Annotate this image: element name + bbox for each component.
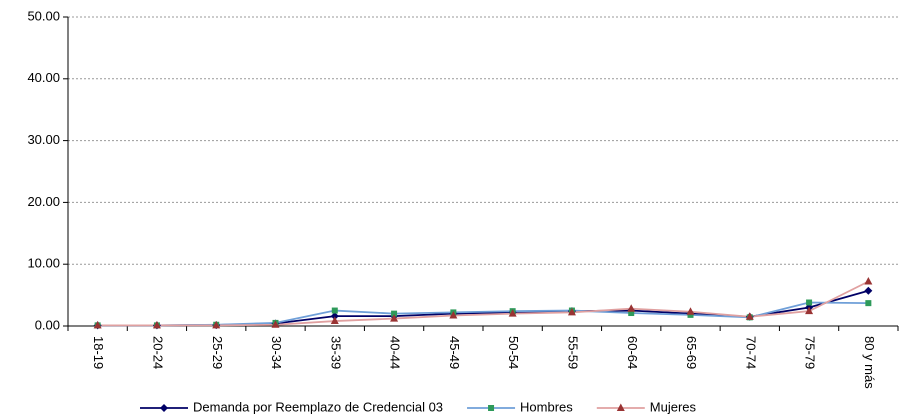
y-tick-label: 10.00 bbox=[27, 256, 60, 271]
x-tick-label: 80 y más bbox=[862, 336, 877, 389]
series-line bbox=[97, 280, 869, 327]
x-tick-label: 65-69 bbox=[684, 336, 699, 369]
point bbox=[93, 320, 102, 329]
x-tick-label: 70-74 bbox=[743, 336, 758, 369]
y-tick-label: 50.00 bbox=[27, 8, 60, 23]
point bbox=[449, 310, 458, 319]
point bbox=[271, 320, 280, 328]
point bbox=[330, 312, 339, 321]
x-tick-label: 75-79 bbox=[803, 336, 818, 369]
point bbox=[567, 307, 576, 316]
x-tick-label: 50-54 bbox=[506, 336, 521, 369]
legend-marker bbox=[616, 403, 625, 411]
x-tick-label: 20-24 bbox=[150, 336, 165, 369]
point bbox=[805, 306, 814, 315]
x-tick-label: 40-44 bbox=[388, 336, 403, 369]
point bbox=[627, 304, 636, 312]
point bbox=[686, 307, 695, 315]
x-tick-label: 60-64 bbox=[625, 336, 640, 369]
legend-label: Mujeres bbox=[650, 399, 697, 414]
point bbox=[152, 320, 161, 329]
y-tick-label: 0.00 bbox=[35, 317, 60, 332]
legend-label: Hombres bbox=[520, 399, 573, 414]
legend-marker bbox=[160, 404, 168, 412]
point bbox=[331, 307, 338, 314]
point bbox=[864, 286, 873, 295]
legend-label: Demanda por Reemplazo de Credencial 03 bbox=[193, 399, 443, 414]
y-tick-label: 40.00 bbox=[27, 70, 60, 85]
point bbox=[865, 300, 872, 307]
point bbox=[391, 310, 398, 317]
x-tick-label: 25-29 bbox=[210, 336, 225, 369]
point bbox=[864, 277, 873, 285]
y-tick-label: 30.00 bbox=[27, 132, 60, 147]
x-tick-label: 18-19 bbox=[91, 336, 106, 369]
point bbox=[508, 309, 517, 317]
x-tick-label: 55-59 bbox=[565, 336, 580, 369]
point bbox=[628, 310, 635, 317]
x-tick-label: 35-39 bbox=[328, 336, 343, 369]
point bbox=[745, 312, 754, 320]
x-tick-label: 30-34 bbox=[269, 336, 284, 369]
point bbox=[687, 311, 694, 318]
point bbox=[390, 314, 399, 322]
point bbox=[806, 299, 813, 306]
legend-marker bbox=[488, 405, 495, 411]
point bbox=[330, 316, 339, 325]
y-tick-label: 20.00 bbox=[27, 194, 60, 209]
point bbox=[212, 320, 221, 329]
x-tick-label: 45-49 bbox=[447, 336, 462, 369]
